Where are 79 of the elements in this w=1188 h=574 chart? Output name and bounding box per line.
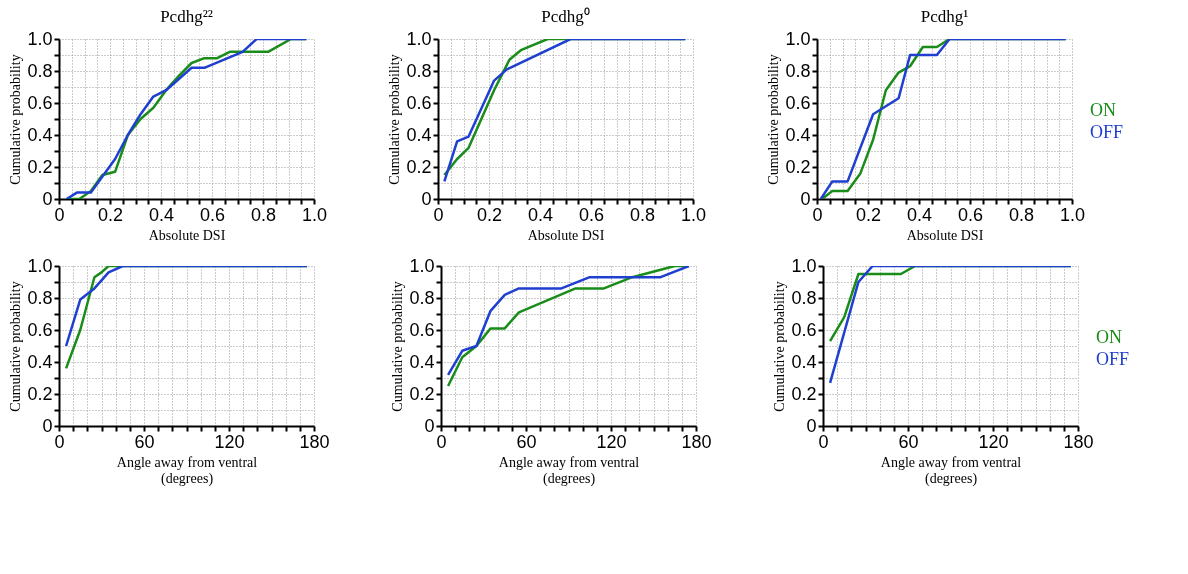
x-tick-label: 60 (134, 431, 155, 452)
y-tick-label: 0.4 (785, 124, 811, 145)
text: ON (1096, 327, 1122, 347)
y-tick-label: 1.0 (27, 28, 53, 49)
y-tick-label: 0.2 (27, 383, 53, 404)
x-axis-title: Angle away from ventral (degrees) (498, 454, 640, 487)
x-tick-label: 60 (898, 431, 919, 452)
x-tick-label: 0.2 (97, 204, 124, 225)
y-tick-label: 0 (424, 415, 435, 436)
y-tick-label: 0 (800, 188, 811, 209)
x-tick-label: 120 (596, 431, 627, 452)
y-tick-label: 0.4 (27, 124, 53, 145)
x-tick-label: 0.2 (855, 204, 882, 225)
y-tick-label: 0.8 (785, 60, 811, 81)
y-tick-label: 1.0 (406, 28, 432, 49)
y-tick-label: 0.8 (27, 287, 53, 308)
x-axis-title: Absolute DSI (527, 227, 605, 243)
x-axis-title: Absolute DSI (906, 227, 984, 243)
y-axis-title: Cumulative probability (772, 281, 788, 412)
y-tick-label: 0.6 (785, 92, 811, 113)
y-tick-label: 0.8 (27, 60, 53, 81)
y-tick-label: 0.8 (791, 287, 817, 308)
text: ON (1090, 100, 1116, 120)
x-tick-label: 0.2 (476, 204, 503, 225)
y-tick-label: 1.0 (791, 255, 817, 276)
x-tick-label: 120 (978, 431, 1009, 452)
y-tick-label: 0 (42, 188, 53, 209)
y-tick-label: 0.6 (409, 319, 435, 340)
x-tick-label: 180 (681, 431, 712, 452)
y-tick-label: 0 (421, 188, 432, 209)
x-tick-label: 0.4 (527, 204, 554, 225)
y-axis-title: Cumulative probability (390, 281, 406, 412)
y-tick-label: 0.6 (406, 92, 432, 113)
y-tick-label: 0.6 (27, 92, 53, 113)
x-tick-label: 0.8 (629, 204, 656, 225)
chart-title: Pcdhg⁰ (541, 7, 590, 26)
y-tick-label: 1.0 (785, 28, 811, 49)
y-tick-label: 1.0 (409, 255, 435, 276)
x-tick-label: 1.0 (1059, 204, 1086, 225)
y-tick-label: 0.8 (406, 60, 432, 81)
chart-title: Pcdhg²² (160, 7, 213, 26)
y-axis-title: Cumulative probability (387, 54, 403, 185)
x-tick-label: 180 (1063, 431, 1094, 452)
x-tick-label: 0.8 (250, 204, 277, 225)
chart-title: Pcdhg¹ (920, 7, 969, 26)
y-tick-label: 0.4 (791, 351, 817, 372)
text: OFF (1090, 122, 1124, 142)
y-tick-label: 0.4 (406, 124, 432, 145)
y-tick-label: 0.2 (409, 383, 435, 404)
y-tick-label: 0 (42, 415, 53, 436)
x-tick-label: 60 (516, 431, 537, 452)
y-axis-title: Cumulative probability (8, 281, 24, 412)
x-tick-label: 120 (214, 431, 245, 452)
y-tick-label: 0.2 (27, 156, 53, 177)
x-tick-label: 0.6 (957, 204, 984, 225)
x-tick-label: 1.0 (301, 204, 328, 225)
x-tick-label: 1.0 (680, 204, 707, 225)
y-tick-label: 0 (806, 415, 817, 436)
x-tick-label: 0.8 (1008, 204, 1035, 225)
y-tick-label: 0.2 (785, 156, 811, 177)
y-tick-label: 0.4 (409, 351, 435, 372)
y-tick-label: 0.2 (406, 156, 432, 177)
y-axis-title: Cumulative probability (8, 54, 24, 185)
x-tick-label: 0.4 (148, 204, 175, 225)
x-axis-title: Absolute DSI (148, 227, 226, 243)
x-tick-label: 0.6 (199, 204, 226, 225)
y-tick-label: 0.6 (791, 319, 817, 340)
y-tick-label: 0.8 (409, 287, 435, 308)
y-tick-label: 0.2 (791, 383, 817, 404)
x-tick-label: 180 (299, 431, 330, 452)
y-tick-label: 0.4 (27, 351, 53, 372)
y-tick-label: 0.6 (27, 319, 53, 340)
y-axis-title: Cumulative probability (766, 54, 782, 185)
x-tick-label: 0.4 (906, 204, 933, 225)
text: OFF (1096, 349, 1130, 369)
y-tick-label: 1.0 (27, 255, 53, 276)
x-axis-title: Angle away from ventral (degrees) (116, 454, 258, 487)
x-axis-title: Angle away from ventral (degrees) (880, 454, 1022, 487)
x-tick-label: 0.6 (578, 204, 605, 225)
